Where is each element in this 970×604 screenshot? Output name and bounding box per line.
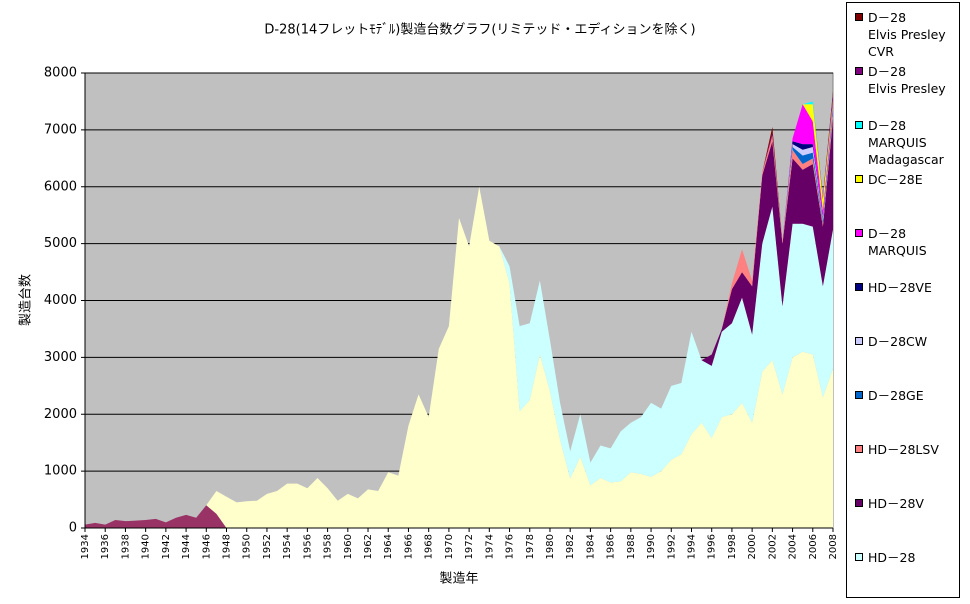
x-tick-label: 2004 <box>788 534 799 559</box>
x-tick-label: 1982 <box>565 534 576 559</box>
legend-label: HD－28V <box>868 496 924 511</box>
x-tick-label: 1984 <box>585 534 596 559</box>
x-tick-label: 1944 <box>181 534 192 559</box>
legend-swatch <box>855 553 863 561</box>
y-tick-label: 4000 <box>44 293 77 308</box>
legend-swatch <box>855 337 863 345</box>
x-tick-label: 1936 <box>100 534 111 559</box>
legend-swatch <box>855 445 863 453</box>
legend-label: HD－28VE <box>868 280 932 295</box>
legend-swatch <box>855 67 863 75</box>
legend-label: DC－28E <box>868 172 923 187</box>
legend-label: D－28CW <box>868 334 928 349</box>
x-tick-label: 1968 <box>424 534 435 559</box>
legend-label: D－28GE <box>868 388 924 403</box>
chart: D-28(14フレットﾓﾃﾞﾙ)製造台数グラフ(リミテッド・エディションを除く)… <box>19 22 840 587</box>
x-tick-label: 1950 <box>242 534 253 559</box>
x-tick-label: 1960 <box>343 534 354 559</box>
x-tick-label: 1964 <box>383 534 394 559</box>
y-tick-label: 1000 <box>44 464 77 479</box>
x-tick-label: 2002 <box>767 534 778 559</box>
area <box>701 118 833 366</box>
x-tick-label: 1988 <box>626 534 637 559</box>
x-tick-label: 1974 <box>484 534 495 559</box>
area <box>782 102 833 241</box>
legend-label: D－28 Elvis Presley <box>868 64 946 96</box>
x-tick-label: 1972 <box>464 534 475 559</box>
x-tick-label: 1956 <box>302 534 313 559</box>
x-tick-label: 1952 <box>262 534 273 559</box>
legend-swatch <box>855 13 863 21</box>
legend-swatch <box>855 121 863 129</box>
x-tick-label: 2008 <box>828 534 839 559</box>
x-tick-label: 1976 <box>505 534 516 559</box>
x-tick-label: 1966 <box>403 534 414 559</box>
y-tick-label: 6000 <box>44 179 77 194</box>
x-tick-label: 1990 <box>646 534 657 559</box>
legend-label: D－28 MARQUIS Madagascar <box>868 118 944 167</box>
area <box>206 186 833 528</box>
legend-swatch <box>855 229 863 237</box>
legend-swatch <box>855 175 863 183</box>
y-tick-label: 2000 <box>44 407 77 422</box>
x-tick-label: 2000 <box>747 534 758 559</box>
x-tick-label: 1998 <box>727 534 738 559</box>
x-tick-label: 1954 <box>282 534 293 559</box>
y-axis-label: 製造台数 <box>19 274 34 326</box>
legend-swatch <box>855 499 863 507</box>
x-tick-label: 1992 <box>666 534 677 559</box>
y-tick-label: 0 <box>69 521 77 536</box>
y-tick-label: 5000 <box>44 236 77 251</box>
legend-label: HD－28LSV <box>868 442 939 457</box>
area <box>85 505 227 528</box>
y-tick-label: 3000 <box>44 350 77 365</box>
x-axis-label: 製造年 <box>439 572 478 587</box>
legend-label: D－28 Elvis Presley CVR <box>868 10 946 59</box>
x-tick-label: 1996 <box>707 534 718 559</box>
x-tick-label: 1980 <box>545 534 556 559</box>
x-tick-label: 1940 <box>141 534 152 559</box>
x-tick-label: 2006 <box>808 534 819 559</box>
x-tick-label: 1946 <box>201 534 212 559</box>
x-tick-label: 1994 <box>686 534 697 559</box>
legend-label: HD－28 <box>868 550 916 565</box>
x-tick-label: 1962 <box>363 534 374 559</box>
x-tick-label: 1934 <box>80 534 91 559</box>
x-tick-label: 1942 <box>161 534 172 559</box>
legend-swatch <box>855 391 863 399</box>
x-tick-label: 1978 <box>525 534 536 559</box>
legend: D－28 Elvis Presley CVR D－28 Elvis Presley… <box>846 2 960 598</box>
legend-swatch <box>855 283 863 291</box>
area <box>499 206 833 486</box>
chart-title: D-28(14フレットﾓﾃﾞﾙ)製造台数グラフ(リミテッド・エディションを除く) <box>264 22 695 38</box>
y-tick-label: 7000 <box>44 122 77 137</box>
area <box>721 112 833 329</box>
x-tick-label: 1948 <box>222 534 233 559</box>
areas <box>85 91 833 528</box>
x-tick-label: 1970 <box>444 534 455 559</box>
x-tick-label: 1938 <box>120 534 131 559</box>
legend-label: D－28 MARQUIS <box>868 226 927 258</box>
x-tick-label: 1986 <box>606 534 617 559</box>
x-tick-label: 1958 <box>323 534 334 559</box>
y-tick-label: 8000 <box>44 66 77 81</box>
